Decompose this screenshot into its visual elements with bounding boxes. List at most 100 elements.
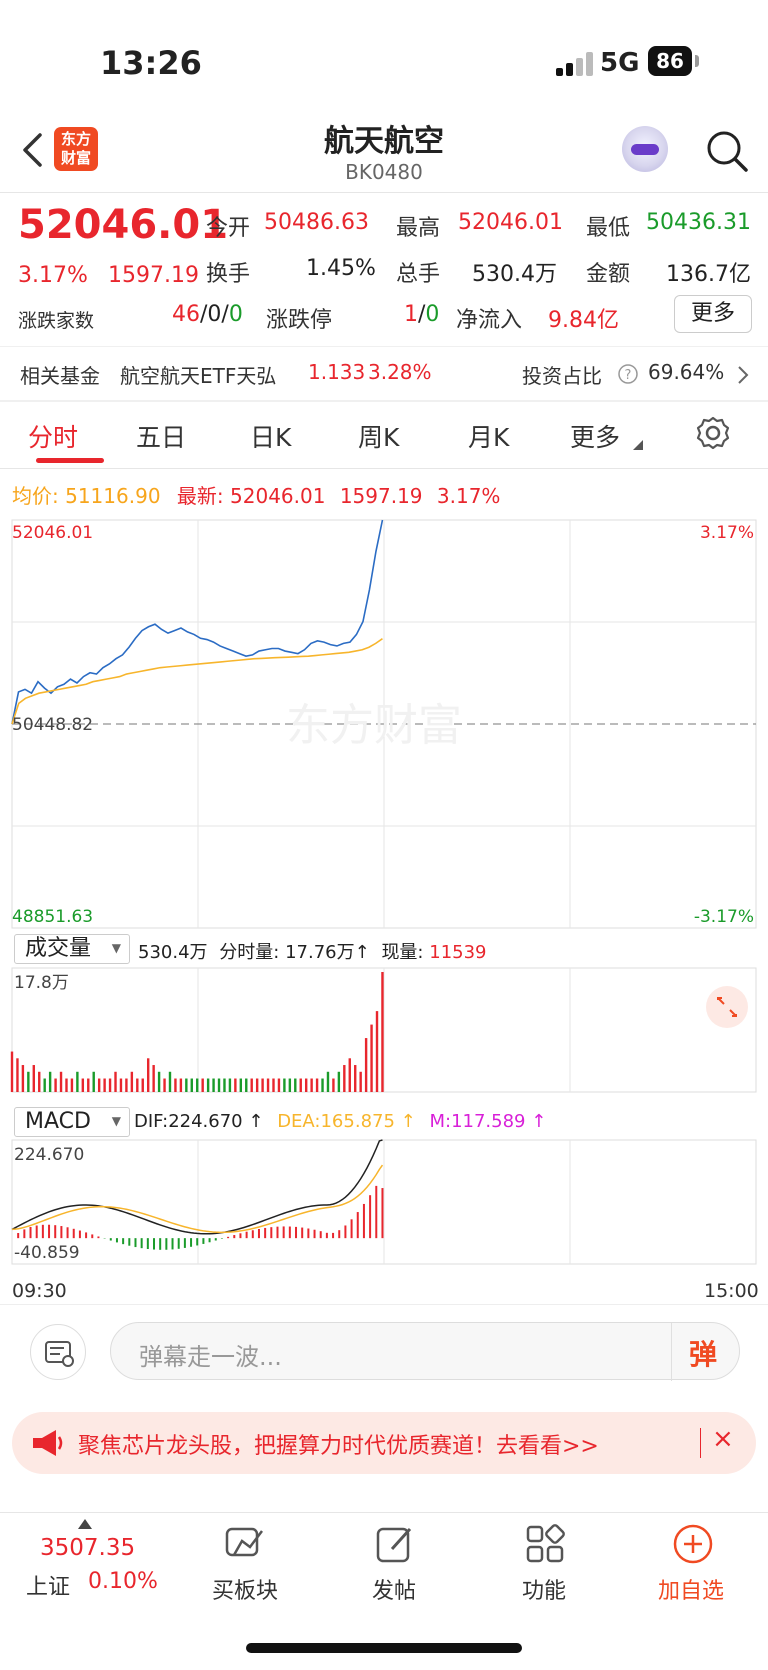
volume-bar bbox=[255, 1078, 259, 1092]
gear-icon[interactable] bbox=[696, 416, 730, 450]
macd-bar bbox=[319, 1231, 322, 1239]
volume-bar bbox=[299, 1078, 302, 1092]
volume-bar bbox=[157, 1071, 161, 1092]
tab-month-k[interactable]: 月K bbox=[468, 423, 510, 452]
macd-bar bbox=[128, 1238, 131, 1246]
change-value: 1597.19 bbox=[108, 263, 199, 288]
limit-value: 1/0 bbox=[404, 302, 440, 327]
macd-bar bbox=[146, 1238, 149, 1249]
volume-bar bbox=[136, 1078, 139, 1092]
fund-name[interactable]: 航空航天ETF天弘 bbox=[120, 364, 277, 388]
buy-board-icon[interactable] bbox=[222, 1523, 268, 1565]
svg-text:?: ? bbox=[625, 368, 632, 383]
volume-bar bbox=[92, 1071, 95, 1092]
back-icon[interactable] bbox=[20, 132, 46, 168]
macd-bar bbox=[159, 1238, 162, 1250]
macd-bar bbox=[134, 1238, 137, 1248]
volume-bar bbox=[65, 1078, 68, 1092]
macd-bar bbox=[17, 1233, 20, 1239]
volume-bar bbox=[321, 1078, 324, 1092]
tab-five-day[interactable]: 五日 bbox=[136, 423, 187, 452]
volume-bar bbox=[76, 1071, 79, 1092]
macd-indicator-select[interactable]: MACD ▼ bbox=[14, 1107, 130, 1137]
macd-info: DIF:224.670 ↑ DEA:165.875 ↑ M:117.589 ↑ bbox=[134, 1111, 547, 1132]
volume-bar bbox=[97, 1078, 101, 1092]
banner-close-icon[interactable]: × bbox=[712, 1424, 734, 1454]
app-logo[interactable]: 东方 财富 bbox=[54, 127, 98, 171]
volume-bar bbox=[250, 1078, 253, 1092]
post-icon[interactable] bbox=[374, 1523, 416, 1565]
index-value[interactable]: 3507.35 bbox=[40, 1535, 136, 1561]
volume-bar bbox=[272, 1078, 275, 1092]
volume-bar bbox=[261, 1078, 264, 1092]
battery-tip bbox=[695, 55, 699, 67]
volume-bar bbox=[32, 1065, 35, 1092]
danmaku-send-button[interactable]: 弹 bbox=[689, 1338, 718, 1371]
time-end-label: 15:00 bbox=[704, 1280, 759, 1302]
advdec-value: 46/0/0 bbox=[172, 302, 243, 327]
volume-bar bbox=[337, 1071, 341, 1092]
macd-bar bbox=[41, 1224, 44, 1239]
macd-bar bbox=[140, 1238, 143, 1249]
macd-bar bbox=[66, 1227, 69, 1239]
nav-functions[interactable]: 功能 bbox=[522, 1579, 567, 1604]
macd-bar bbox=[282, 1226, 285, 1239]
functions-icon[interactable] bbox=[524, 1523, 566, 1565]
volume-label: 总手 bbox=[396, 262, 441, 287]
volume-bar bbox=[223, 1078, 226, 1092]
ratio-label: 投资占比 bbox=[522, 364, 602, 388]
volume-bar bbox=[217, 1078, 221, 1092]
danmaku-settings-icon[interactable] bbox=[30, 1324, 86, 1380]
high-label: 最高 bbox=[396, 216, 441, 241]
volume-bar bbox=[16, 1058, 19, 1092]
nav-post[interactable]: 发帖 bbox=[372, 1579, 417, 1604]
macd-y-bottom: -40.859 bbox=[14, 1243, 80, 1263]
macd-bar bbox=[325, 1232, 328, 1239]
tab-week-k[interactable]: 周K bbox=[358, 423, 400, 452]
tab-more[interactable]: 更多 bbox=[570, 423, 621, 452]
search-icon[interactable] bbox=[706, 130, 748, 172]
macd-bar bbox=[381, 1188, 384, 1239]
volume-bar bbox=[125, 1078, 128, 1092]
macd-bar bbox=[356, 1212, 359, 1239]
volume-bar bbox=[174, 1078, 177, 1092]
macd-bar bbox=[344, 1225, 347, 1239]
advdec-label: 涨跌家数 bbox=[18, 310, 95, 332]
tab-day-k[interactable]: 日K bbox=[250, 423, 292, 452]
intraday-chart[interactable]: 东方财富 52046.01 50448.82 48851.63 3.17% -3.17% 1… bbox=[0, 510, 768, 1300]
macd-bar bbox=[177, 1238, 180, 1249]
assistant-avatar-icon[interactable] bbox=[622, 126, 668, 172]
volume-bar bbox=[152, 1065, 155, 1092]
high-value: 52046.01 bbox=[458, 210, 563, 235]
promo-banner[interactable]: 聚焦芯片龙头股，把握算力时代优质赛道！去看看>> × bbox=[12, 1412, 756, 1474]
nav-add-watchlist[interactable]: 加自选 bbox=[658, 1579, 725, 1604]
index-pct[interactable]: 0.10% bbox=[88, 1569, 158, 1594]
status-bar: 13:26 5G 86 bbox=[0, 0, 768, 110]
expand-icon[interactable] bbox=[705, 985, 749, 1029]
add-watchlist-icon[interactable] bbox=[672, 1523, 714, 1565]
macd-bar bbox=[54, 1225, 57, 1239]
macd-bar bbox=[202, 1238, 205, 1244]
volume-indicator-select[interactable]: 成交量 ▼ bbox=[14, 934, 130, 964]
volume-info: 530.4万 分时量: 17.76万↑ 现量: 11539 bbox=[138, 942, 487, 963]
help-icon[interactable]: ? bbox=[617, 363, 639, 385]
low-label: 最低 bbox=[586, 216, 631, 241]
volume-bar bbox=[38, 1071, 41, 1092]
volume-bar bbox=[228, 1078, 232, 1092]
macd-bar bbox=[35, 1225, 38, 1239]
volume-bar bbox=[70, 1078, 74, 1092]
chevron-right-icon[interactable] bbox=[736, 364, 750, 386]
nav-buy-board[interactable]: 买板块 bbox=[212, 1579, 279, 1604]
volume-bar bbox=[234, 1078, 237, 1092]
volume-bar bbox=[54, 1078, 57, 1092]
macd-y-top: 224.670 bbox=[14, 1145, 84, 1165]
index-name[interactable]: 上证 bbox=[26, 1575, 71, 1600]
macd-bar bbox=[257, 1228, 260, 1239]
volume-bar bbox=[206, 1078, 210, 1092]
danmaku-input[interactable]: 弹幕走一波... 弹 bbox=[110, 1322, 740, 1381]
volume-bar bbox=[381, 972, 384, 1092]
quote-more-button[interactable]: 更多 bbox=[674, 295, 752, 333]
tab-intraday[interactable]: 分时 bbox=[28, 423, 79, 452]
macd-bar bbox=[369, 1195, 372, 1239]
volume-bar bbox=[108, 1078, 112, 1092]
